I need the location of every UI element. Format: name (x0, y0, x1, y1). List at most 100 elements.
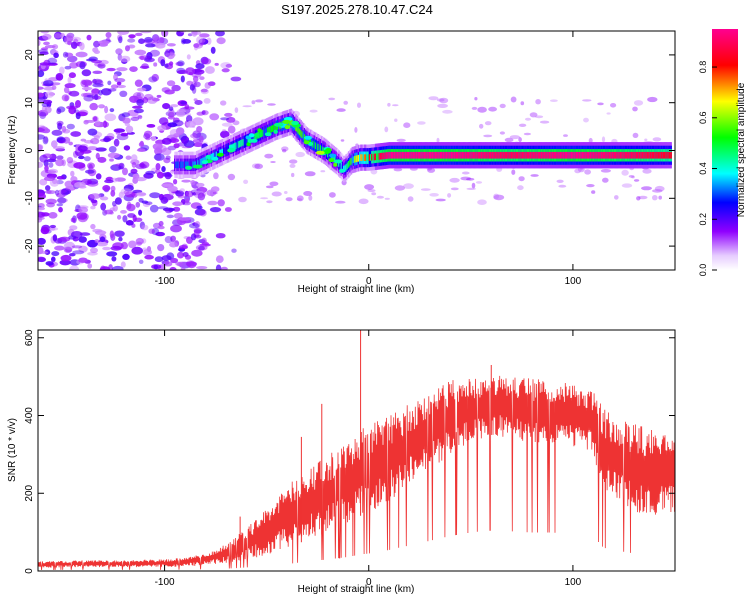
speck (621, 169, 629, 176)
ridge-blob (328, 158, 335, 163)
noise-blob (64, 241, 75, 250)
noise-blob (112, 265, 124, 270)
noise-blob (150, 136, 157, 142)
speck (251, 100, 256, 105)
speck (232, 120, 240, 126)
noise-blob (38, 192, 46, 200)
x-tick-label: 100 (565, 276, 582, 287)
ridge-cell (372, 153, 375, 161)
ridge-cell (300, 129, 302, 137)
ridge-cell (638, 151, 641, 159)
ridge-cell (448, 151, 451, 159)
noise-blob (75, 100, 81, 108)
noise-blob (119, 55, 131, 63)
ridge-cell (611, 151, 614, 159)
ridge-blob (205, 154, 212, 159)
noise-blob (138, 198, 144, 203)
noise-blob (165, 52, 176, 58)
noise-blob (190, 180, 196, 186)
noise-blob (201, 237, 207, 245)
noise-blob (194, 221, 201, 229)
noise-blob (104, 113, 117, 122)
speck (477, 199, 487, 205)
ridge-cell (297, 127, 300, 134)
ridge-blob (291, 120, 299, 125)
ridge-cell (213, 152, 215, 160)
noise-blob (40, 31, 50, 34)
ridge-cell (401, 151, 404, 159)
speck (652, 137, 662, 142)
ridge-cell (454, 151, 457, 159)
noise-region (38, 31, 665, 270)
noise-blob (193, 81, 201, 88)
noise-blob (152, 143, 163, 151)
ridge-cell (654, 151, 656, 159)
noise-blob (93, 50, 100, 54)
noise-blob (118, 162, 125, 170)
ridge (174, 108, 672, 183)
noise-blob (89, 193, 102, 199)
speck (393, 167, 403, 172)
ridge-cell (506, 151, 508, 159)
speck (296, 195, 304, 202)
ridge-cell (519, 151, 522, 159)
ridge-cell (360, 154, 362, 161)
ridge-cell (510, 151, 513, 159)
ridge-cell (404, 151, 407, 159)
noise-blob (200, 174, 206, 178)
ridge-cell (453, 151, 456, 159)
ridge-cell (411, 151, 414, 159)
ridge-cell (580, 151, 583, 159)
noise-blob (193, 142, 204, 147)
noise-blob (130, 168, 138, 174)
speck (222, 129, 227, 132)
noise-blob (180, 101, 187, 105)
noise-blob (44, 45, 56, 49)
noise-blob (39, 178, 48, 186)
ridge-cell (653, 151, 655, 159)
noise-blob (164, 171, 172, 180)
noise-blob (38, 39, 41, 47)
ridge-cell (400, 151, 403, 159)
noise-blob (86, 146, 98, 151)
noise-blob (118, 36, 123, 44)
ridge-cell (374, 153, 377, 161)
ridge-cell (470, 151, 473, 159)
noise-blob (149, 204, 159, 213)
ridge-cell (557, 151, 560, 159)
ridge-cell (649, 151, 652, 159)
speck (582, 99, 592, 102)
ridge-cell (191, 161, 193, 169)
speck (213, 191, 218, 195)
noise-blob (64, 83, 76, 89)
speck (439, 97, 449, 104)
noise-blob (138, 259, 144, 264)
ridge-cell (668, 151, 671, 159)
noise-blob (197, 192, 206, 201)
noise-blob (123, 190, 130, 195)
ridge-cell (177, 161, 180, 169)
ridge-cell (655, 151, 658, 159)
speck (181, 146, 192, 149)
ridge-cell (328, 151, 331, 159)
ridge-cell (504, 151, 507, 159)
noise-blob (158, 117, 169, 125)
speck (525, 117, 531, 121)
noise-blob (146, 124, 156, 128)
speck (254, 163, 263, 170)
noise-blob (169, 104, 179, 108)
ridge-cell (339, 161, 342, 169)
ridge-cell (426, 151, 429, 159)
noise-blob (116, 133, 129, 141)
noise-blob (126, 201, 132, 210)
noise-blob (69, 225, 78, 231)
ridge-cell (259, 130, 262, 138)
ridge-cell (382, 152, 384, 160)
noise-blob (193, 228, 203, 234)
noise-blob (205, 66, 215, 74)
x-tick-label: 100 (565, 577, 582, 588)
noise-blob (148, 228, 155, 234)
noise-blob (105, 32, 112, 38)
ridge-cell (667, 151, 670, 159)
ridge-cell (343, 165, 345, 173)
